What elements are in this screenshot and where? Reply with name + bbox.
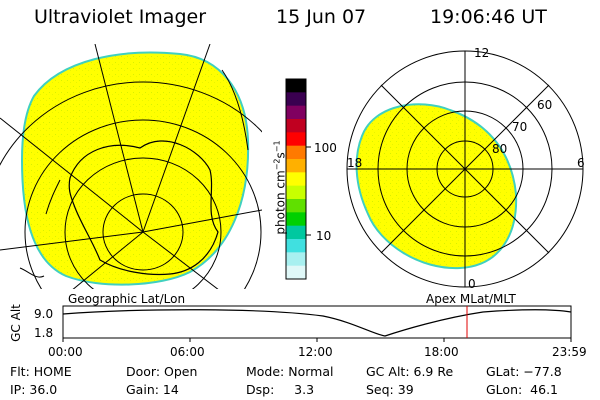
mlat-label-80: 80	[492, 142, 508, 156]
info-gc-alt: GC Alt: 6.9 Re	[366, 364, 454, 379]
info-dsp: Dsp: 3.3	[246, 382, 315, 397]
colorbar-swatch	[286, 79, 306, 93]
altitude-curve	[62, 309, 572, 337]
xtick-2359: 23:59	[552, 345, 587, 359]
colorbar-swatch	[286, 199, 306, 213]
colorbar-tick-10: 10	[316, 229, 332, 243]
altitude-ylabel: GC Alt	[9, 304, 23, 342]
info-seq: Seq: 39	[366, 382, 414, 397]
unit-exp2: −1	[272, 140, 282, 153]
date-label: 15 Jun 07	[276, 6, 367, 28]
geographic-map	[0, 44, 262, 289]
unit-text: photon cm	[273, 170, 288, 235]
xtick-0000: 00:00	[48, 345, 83, 359]
colorbar-swatch	[286, 172, 306, 187]
colorbar-swatch	[286, 252, 306, 267]
colorbar-unit-label: photon cm−2s−1	[273, 113, 288, 263]
mlt-label-18: 18	[347, 156, 363, 170]
colorbar-swatch	[286, 239, 306, 253]
info-ip: IP: 36.0	[10, 382, 58, 397]
xtick-1800: 18:00	[424, 345, 459, 359]
altitude-plot	[62, 305, 572, 342]
page-title: Ultraviolet Imager	[34, 6, 207, 28]
xtick-1200: 12:00	[298, 345, 333, 359]
mlt-label-12: 12	[474, 46, 490, 60]
altitude-ytick-1-8: 1.8	[34, 326, 54, 340]
mlat-label-70: 70	[512, 120, 528, 134]
unit-s: s	[273, 152, 288, 159]
colorbar-swatch	[286, 185, 306, 200]
colorbar-swatch	[286, 225, 306, 240]
colorbar-swatch	[286, 119, 306, 133]
polar-map	[346, 50, 584, 288]
colorbar-swatch	[286, 132, 306, 147]
time-label: 19:06:46 UT	[430, 6, 547, 28]
info-mode: Mode: Normal	[246, 364, 334, 379]
polar-panel-label: Apex MLat/MLT	[426, 292, 516, 306]
colorbar-swatch	[286, 92, 306, 107]
info-glat: GLat: −77.8	[486, 364, 562, 379]
info-glon: GLon: 46.1	[486, 382, 558, 397]
colorbar	[285, 78, 311, 280]
colorbar-swatch	[286, 159, 306, 173]
polar-aurora-fill	[355, 103, 518, 270]
colorbar-swatch	[286, 105, 306, 120]
mlt-label-0: 0	[468, 277, 476, 291]
colorbar-swatch	[286, 145, 306, 160]
unit-exp1: −2	[272, 158, 282, 171]
geo-aurora-fill	[20, 51, 250, 286]
xtick-0600: 06:00	[170, 345, 205, 359]
info-flight: Flt: HOME	[10, 364, 72, 379]
colorbar-swatch	[286, 212, 306, 227]
colorbar-tick-100: 100	[314, 141, 337, 155]
mlat-label-60: 60	[537, 98, 553, 112]
geo-panel-label: Geographic Lat/Lon	[68, 292, 186, 306]
altitude-ytick-9: 9.0	[34, 307, 54, 321]
mlt-label-6: 6	[577, 156, 585, 170]
colorbar-swatch	[286, 265, 306, 280]
info-gain: Gain: 14	[126, 382, 179, 397]
info-door: Door: Open	[126, 364, 198, 379]
